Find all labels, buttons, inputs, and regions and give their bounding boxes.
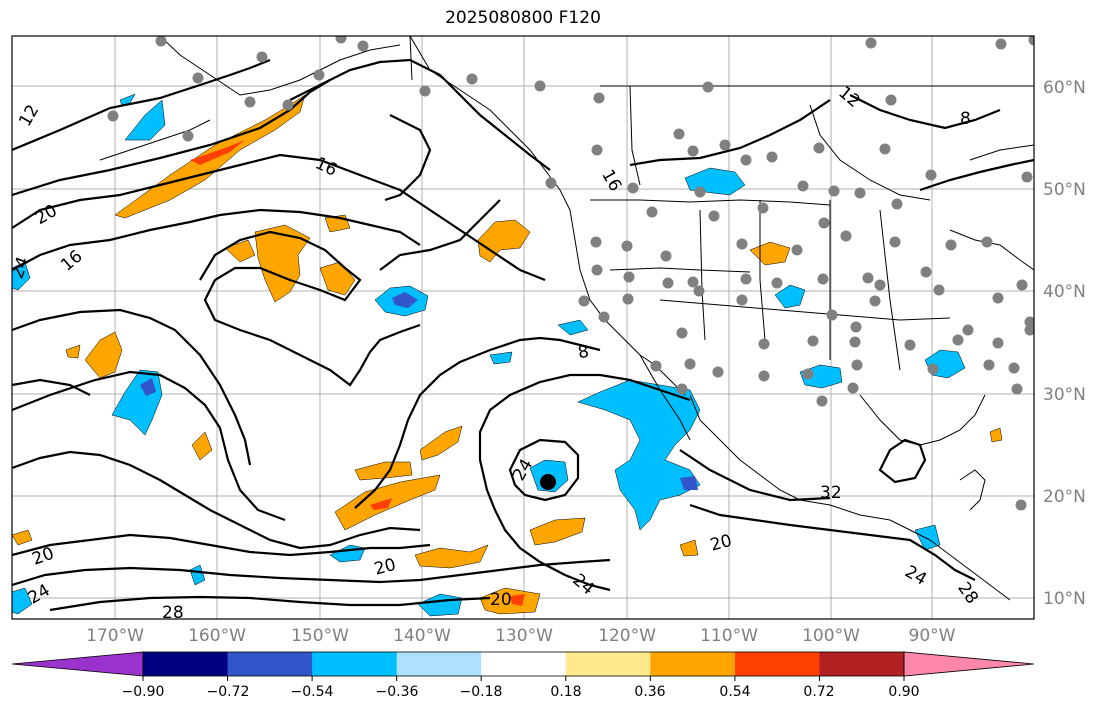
map-title: 2025080800 F120 <box>445 8 601 28</box>
negative-region <box>189 564 206 586</box>
lon-label: 140°W <box>393 626 451 646</box>
lon-label: 100°W <box>802 626 860 646</box>
coastlines <box>99 36 1034 601</box>
contour-label: 20 <box>490 590 512 610</box>
colorbar-tick-label: −0.72 <box>206 684 250 700</box>
storm-center-marker <box>540 474 556 490</box>
negative-region <box>914 524 941 551</box>
colorbar-segment <box>650 652 736 676</box>
positive-region <box>679 539 699 557</box>
graticule <box>12 36 1034 619</box>
lat-label: 30°N <box>1043 385 1086 405</box>
contour-label: 24 <box>7 254 33 281</box>
lon-label: 170°W <box>86 626 144 646</box>
colorbar-segment <box>312 652 398 676</box>
negative-region <box>774 284 806 309</box>
lat-label: 10°N <box>1043 589 1086 609</box>
colorbar-segment <box>819 652 905 676</box>
positive-region <box>479 587 541 615</box>
colorbar-segment <box>481 652 567 676</box>
colorbar-extend-high <box>904 652 1034 676</box>
contour-label: 32 <box>820 483 842 503</box>
contour-label: 8 <box>576 342 590 364</box>
station-dots <box>107 36 1034 511</box>
contour-label: 8 <box>960 109 971 129</box>
positive-region <box>419 425 463 461</box>
lon-label: 110°W <box>700 626 758 646</box>
colorbar-tick-label: 0.54 <box>719 684 751 700</box>
lon-label: 90°W <box>908 626 956 646</box>
negative-region <box>12 587 33 615</box>
negative-region <box>124 99 166 141</box>
colorbar-tick-label: −0.90 <box>121 684 165 700</box>
colorbar-tick-label: −0.18 <box>459 684 503 700</box>
lat-label: 50°N <box>1043 180 1086 200</box>
negative-region <box>557 319 589 336</box>
colorbar-tick-label: −0.36 <box>375 684 419 700</box>
strong-positive-region <box>510 594 525 606</box>
positive-region <box>65 344 81 359</box>
colorbar-tick-label: 0.36 <box>634 684 666 700</box>
map-frame <box>11 35 1035 620</box>
lon-label: 120°W <box>598 626 656 646</box>
strong-negative-region <box>680 476 698 490</box>
colorbar-segment <box>227 652 313 676</box>
colorbar-segment <box>396 652 482 676</box>
strong-negative-region <box>392 292 418 308</box>
negative-region <box>489 351 513 365</box>
strong-negative-region <box>140 378 156 396</box>
positive-region <box>414 544 489 569</box>
strong-positive-region <box>370 498 392 510</box>
positive-region <box>529 517 586 546</box>
strong-positive-region <box>190 140 245 165</box>
colorbar-extend-low <box>12 652 143 676</box>
lon-label: 130°W <box>495 626 553 646</box>
colorbar-segment <box>565 652 651 676</box>
contour-label: 28 <box>162 603 184 623</box>
lat-label: 40°N <box>1043 282 1086 302</box>
height-contours <box>12 58 1034 612</box>
map-background <box>12 36 1034 619</box>
positive-region <box>191 431 213 461</box>
lat-label: 60°N <box>1043 78 1086 98</box>
colorbar-tick-label: −0.54 <box>290 684 334 700</box>
colorbar-tick-label: 0.90 <box>888 684 920 700</box>
colorbar-tick-label: 0.18 <box>550 684 582 700</box>
lat-label: 20°N <box>1043 487 1086 507</box>
positive-region <box>354 461 413 481</box>
positive-region <box>12 529 33 546</box>
colorbar-segment <box>143 652 229 676</box>
lon-label: 150°W <box>291 626 349 646</box>
positive-region <box>989 427 1003 443</box>
colorbar-segment <box>734 652 820 676</box>
colorbar-tick-label: 0.72 <box>803 684 835 700</box>
lon-label: 160°W <box>188 626 246 646</box>
